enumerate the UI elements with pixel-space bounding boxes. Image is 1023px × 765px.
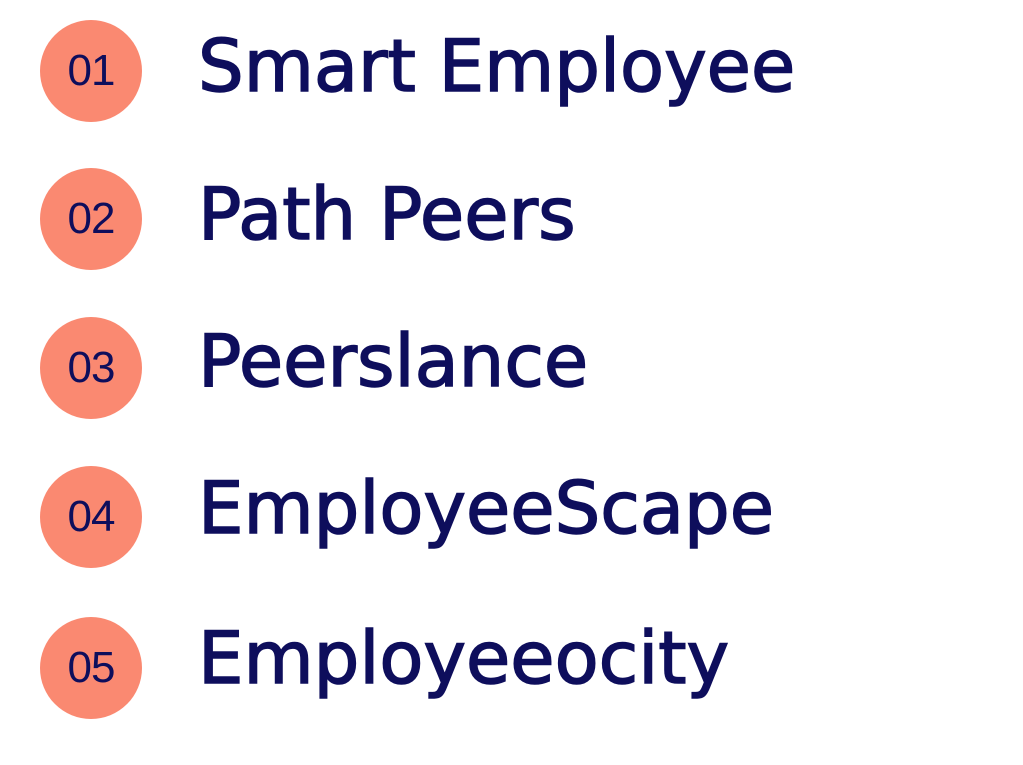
item-label: Peerslance xyxy=(197,319,589,403)
list-item: 03 Peerslance xyxy=(0,300,1023,420)
item-label: Employeeocity xyxy=(197,616,730,700)
badge-number: 02 xyxy=(67,194,116,243)
badge-number: 01 xyxy=(67,46,116,95)
list-item: 04 EmployeeScape xyxy=(0,450,1023,570)
number-badge: 01 xyxy=(40,20,142,122)
item-label: Smart Employee xyxy=(197,24,796,108)
number-badge: 02 xyxy=(40,168,142,270)
badge-number: 05 xyxy=(67,643,116,692)
item-label: EmployeeScape xyxy=(197,466,775,550)
number-badge: 04 xyxy=(40,466,142,568)
number-badge: 03 xyxy=(40,317,142,419)
badge-number: 03 xyxy=(67,343,116,392)
list-item: 05 Employeeocity xyxy=(0,600,1023,720)
item-label: Path Peers xyxy=(197,172,576,256)
badge-number: 04 xyxy=(67,492,116,541)
number-badge: 05 xyxy=(40,617,142,719)
list-item: 01 Smart Employee xyxy=(0,0,1023,122)
list-item: 02 Path Peers xyxy=(0,150,1023,270)
